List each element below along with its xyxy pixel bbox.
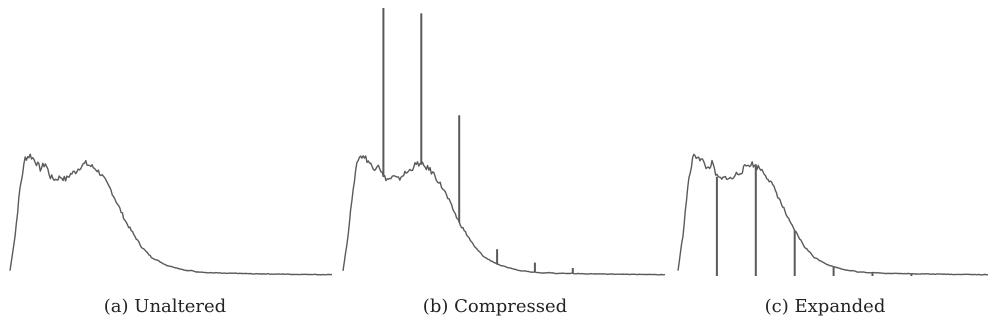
caption-compressed: (b) Compressed [422, 296, 568, 317]
caption-unaltered: (a) Unaltered [103, 296, 227, 317]
histogram-panel-expanded [677, 153, 989, 276]
histogram-panel-unaltered [9, 153, 333, 276]
histogram-curve [9, 153, 333, 276]
histogram-curve [342, 155, 666, 276]
histogram-panel-compressed [342, 8, 666, 276]
caption-expanded: (c) Expanded [764, 296, 886, 317]
histogram-curve [677, 153, 989, 276]
